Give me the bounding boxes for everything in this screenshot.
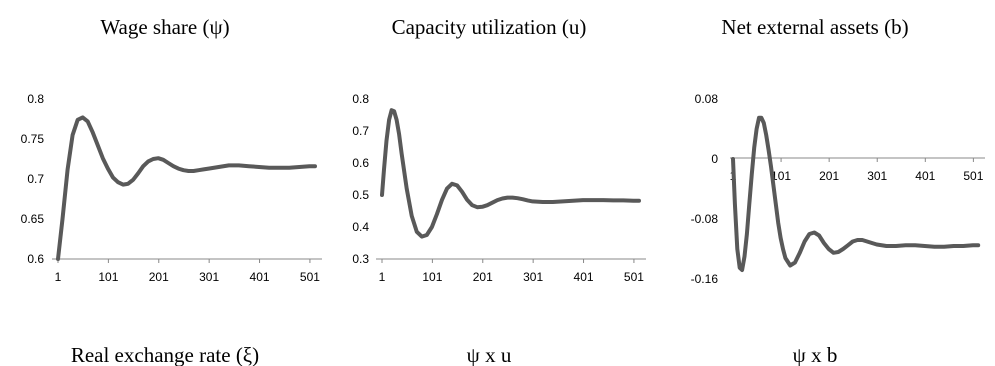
x-tick-label: 401 [915,169,935,183]
y-tick-label: 0.08 [695,92,719,106]
x-tick-label: 201 [819,169,839,183]
y-tick-label: 0.8 [27,92,44,106]
chart-title: Capacity utilization (u) [392,15,587,39]
y-tick-label: 0 [711,152,718,166]
x-tick-label: 101 [422,270,442,284]
panel-capacity-utilization: Capacity utilization (u) 0.8 0.7 0.6 0.5 0.4… [352,15,646,284]
y-tick-label: 0.6 [352,156,369,170]
y-tick-label: 0.3 [352,252,369,266]
series-line [731,115,981,272]
y-tick-label: 0.7 [352,124,369,138]
panel-wage-share: Wage share (ψ) 0.8 0.75 0.7 0.65 0.6 1 101 201 3… [21,15,322,284]
y-tick-label: 0.75 [21,132,45,146]
series-line [380,108,641,239]
y-tick-label: 0.8 [352,92,369,106]
chart-title: Real exchange rate (ξ) [71,343,259,366]
x-tick-label: 501 [963,169,983,183]
chart-title: ψ x u [467,343,512,366]
x-tick-label: 201 [473,270,493,284]
y-tick-label: -0.08 [691,212,719,226]
y-tick-label: 0.4 [352,220,369,234]
chart-title: Wage share (ψ) [100,15,229,39]
x-tick-label: 1 [55,270,62,284]
y-tick-label: 0.7 [27,172,44,186]
x-tick-label: 401 [250,270,270,284]
chart-title: ψ x b [793,343,838,366]
x-tick-label: 101 [98,270,118,284]
x-tick-label: 301 [199,270,219,284]
x-tick-label: 501 [300,270,320,284]
x-tick-label: 301 [523,270,543,284]
x-tick-label: 401 [574,270,594,284]
x-tick-label: 501 [624,270,644,284]
chart-title: Net external assets (b) [721,15,908,39]
panel-net-external-assets: Net external assets (b) 0.08 0 -0.08 -0.16 1… [691,15,985,286]
y-tick-label: 0.65 [21,212,45,226]
x-tick-label: 301 [867,169,887,183]
x-tick-label: 201 [149,270,169,284]
x-tick-label: 1 [379,270,386,284]
y-tick-label: 0.5 [352,188,369,202]
series-line [56,115,317,261]
y-tick-label: 0.6 [27,252,44,266]
y-tick-label: -0.16 [691,272,719,286]
x-tick-label: 101 [771,169,791,183]
